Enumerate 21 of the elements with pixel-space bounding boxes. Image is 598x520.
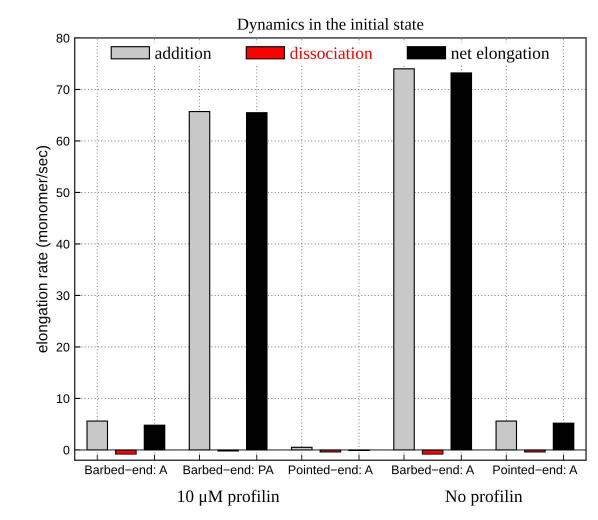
text: 10 μM profilin (178, 490, 280, 506)
text: No profilin (445, 490, 522, 506)
legend-label: addition (155, 46, 212, 59)
legend-label: net elongation (451, 46, 550, 63)
y-axis-title: elongation rate (monomer/sec) (36, 146, 50, 352)
y-tick-label: 30 (56, 291, 70, 300)
x-tick-label: Barbed−end: A (85, 465, 168, 474)
legend-label: dissociation (290, 46, 372, 59)
x-tick-label: Pointed−end: A (288, 465, 373, 474)
y-tick-label: 0 (63, 446, 70, 455)
y-tick-label: 20 (56, 342, 70, 352)
y-tick-label: 80 (56, 34, 70, 43)
y-tick-label: 40 (56, 240, 70, 249)
x-tick-label: Barbed−end: PA (184, 465, 274, 474)
y-tick-label: 10 (56, 394, 70, 404)
x-tick-label: Barbed−end: A (392, 465, 474, 474)
y-tick-label: 70 (56, 85, 70, 94)
x-tick-label: Pointed−end: A (493, 465, 578, 474)
chart-title: Dynamics in the initial state (237, 18, 424, 34)
y-tick-label: 50 (56, 188, 70, 198)
y-tick-label: 60 (56, 136, 70, 146)
